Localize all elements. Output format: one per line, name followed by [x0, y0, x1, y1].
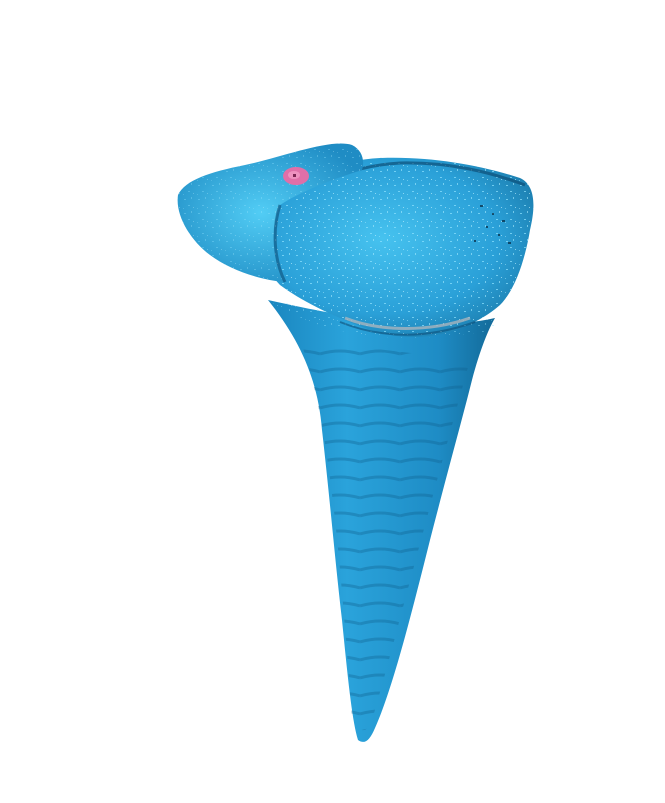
tooth-crown: [258, 157, 534, 337]
tooth-cusp-left: [177, 143, 364, 283]
tooth-root: [268, 300, 495, 742]
landmark-marker: [283, 167, 309, 185]
